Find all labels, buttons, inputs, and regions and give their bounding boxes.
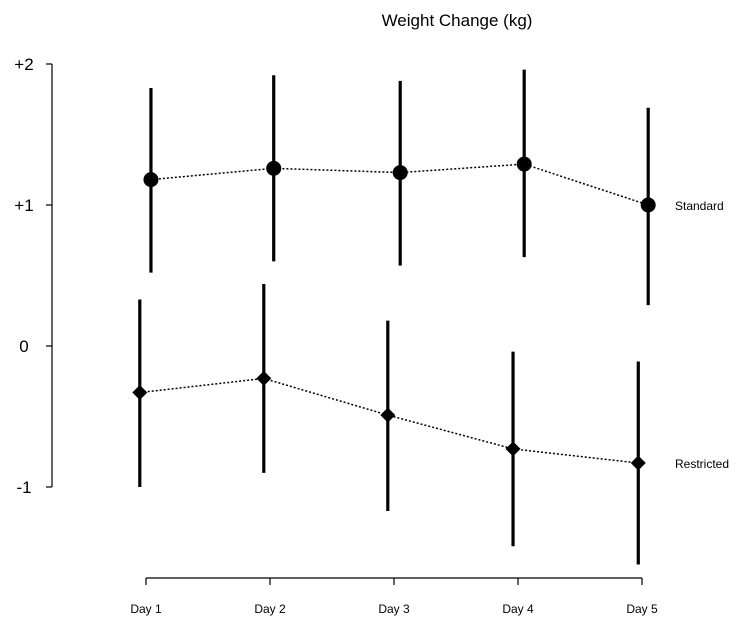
data-point [640, 197, 656, 213]
data-point [256, 370, 272, 386]
data-point [143, 172, 159, 188]
x-tick-label: Day 1 [130, 602, 162, 616]
series-label: Standard [675, 199, 724, 213]
series-line [139, 377, 639, 464]
y-tick-label: +2 [14, 55, 33, 74]
series-label: Restricted [675, 457, 729, 471]
y-axis: +2 +1 0 -1 [14, 55, 53, 497]
data-point [505, 441, 521, 457]
data-point [132, 385, 148, 401]
x-tick-label: Day 2 [254, 602, 286, 616]
plot-area: Standard Restricted [132, 69, 729, 565]
y-tick-label: 0 [19, 337, 28, 356]
y-tick-label: -1 [16, 478, 31, 497]
data-point [266, 160, 282, 176]
data-point [380, 407, 396, 423]
data-point [630, 455, 646, 471]
x-tick-label: Day 5 [626, 602, 658, 616]
x-tick-label: Day 4 [502, 602, 534, 616]
data-point [516, 156, 532, 172]
x-tick-label: Day 3 [378, 602, 410, 616]
y-tick-label: +1 [14, 196, 33, 215]
chart-title: Weight Change (kg) [382, 11, 533, 30]
data-point [392, 165, 408, 181]
x-axis: Day 1 Day 2 Day 3 Day 4 Day 5 [130, 577, 658, 616]
series-restricted: Restricted [132, 283, 729, 565]
series-standard: Standard [143, 69, 724, 306]
